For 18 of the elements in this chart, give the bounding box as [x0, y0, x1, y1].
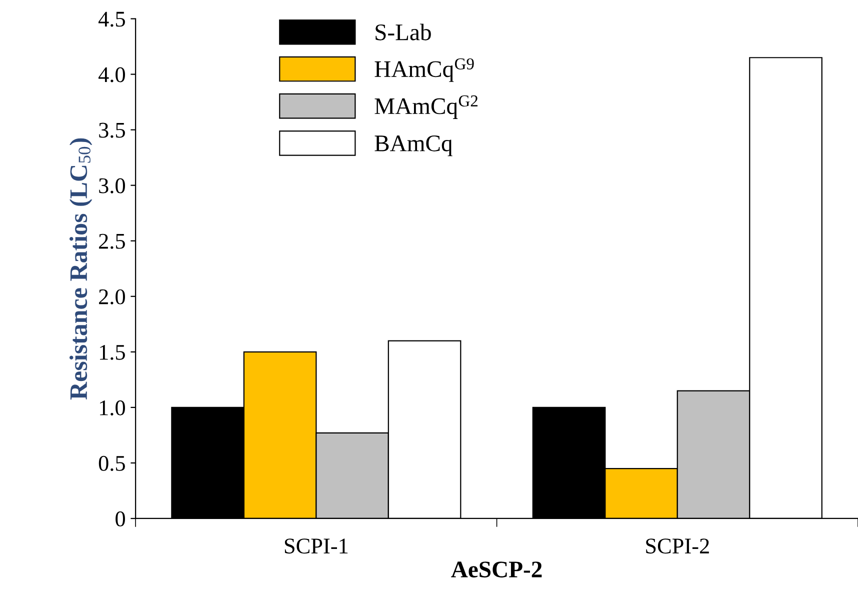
y-tick-label: 3.0: [99, 178, 125, 194]
y-tick-label: 4.5: [98, 12, 125, 27]
y-tick-label: 2.5: [99, 234, 125, 249]
y-tick-label: 3.5: [99, 122, 125, 138]
y-tick-label: 0: [116, 511, 125, 526]
y-tick-label: 1.5: [100, 344, 125, 360]
y-tick-label: 1.0: [100, 400, 125, 416]
x-tick-label: SCPI-1: [284, 538, 348, 554]
legend-label: MAmCq$^{G2}$: [374, 95, 478, 119]
x-axis-title: AeSCP-2: [451, 562, 542, 578]
legend-label: S-Lab: [376, 24, 431, 40]
y-tick-label: 4.0: [98, 67, 125, 82]
y-axis-title: Resistance Ratios (LC$_{50}$): [70, 138, 92, 400]
y-tick-label: 0.5: [98, 456, 125, 471]
legend-label: BAmCq: [374, 135, 452, 156]
y-tick-label: 2.0: [99, 289, 125, 304]
legend-label: HAmCq$^{G9}$: [374, 58, 474, 82]
x-tick-label: SCPI-2: [646, 538, 709, 554]
